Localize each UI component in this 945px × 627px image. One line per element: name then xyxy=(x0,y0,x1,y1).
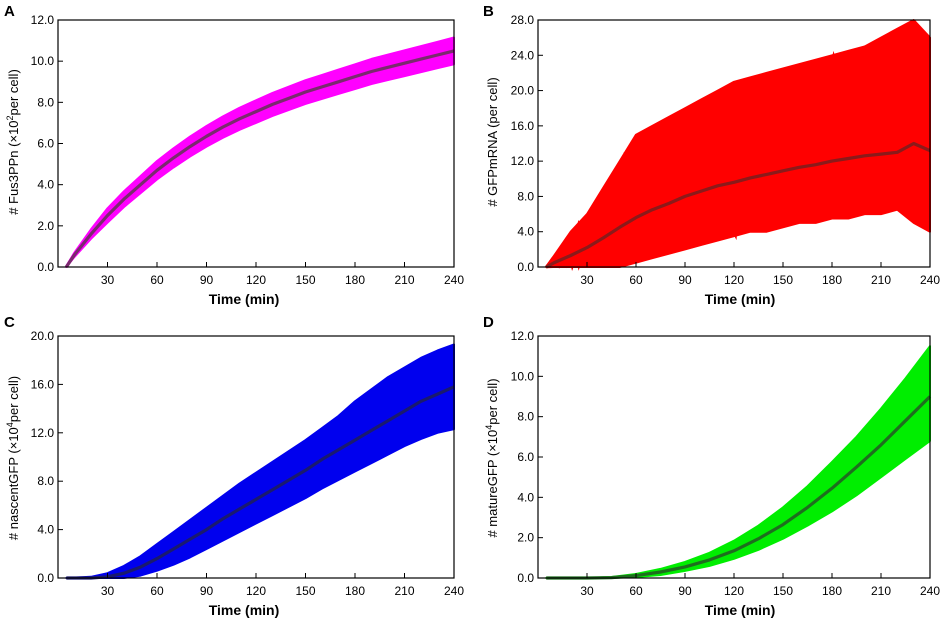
y-tick-label: 20.0 xyxy=(31,329,55,343)
y-tick-label: 24.0 xyxy=(511,48,535,62)
x-tick-label: 120 xyxy=(724,273,744,287)
y-tick-label: 16.0 xyxy=(31,377,55,391)
y-tick-label: 12.0 xyxy=(31,13,55,27)
panel-c: C 30 60 90 120 150 180 210 240 0.0 4.0 8.0 12.0 16.0… xyxy=(4,314,464,618)
panel-b-ylabel: # GFPmRNA (per cell) xyxy=(485,77,500,206)
panel-d-xlabel: Time (min) xyxy=(705,602,776,618)
panel-d: D 30 60 90 120 150 180 210 240 0.0 2.0 4.0 6.0 8.0 10… xyxy=(483,314,940,618)
x-tick-label: 180 xyxy=(345,584,365,598)
y-tick-label: 12.0 xyxy=(31,426,55,440)
x-tick-label: 150 xyxy=(295,584,315,598)
x-tick-label: 150 xyxy=(773,273,793,287)
y-tick-label: 4.0 xyxy=(517,490,534,504)
y-tick-label: 6.0 xyxy=(37,137,54,151)
x-tick-label: 210 xyxy=(871,584,891,598)
x-tick-label: 210 xyxy=(394,584,414,598)
y-tick-label: 8.0 xyxy=(517,410,534,424)
y-tick-label: 8.0 xyxy=(37,95,54,109)
panel-d-letter: D xyxy=(483,314,494,331)
x-tick-label: 120 xyxy=(246,584,266,598)
panel-a: A 30 60 90 120 150 180 210 240 0.0 2.0 4.0 6.0 8.0 10… xyxy=(4,3,464,307)
y-tick-label: 12.0 xyxy=(511,154,535,168)
y-tick-label: 2.0 xyxy=(517,531,534,545)
x-tick-label: 240 xyxy=(920,584,940,598)
x-tick-label: 240 xyxy=(444,273,464,287)
panel-a-band xyxy=(65,36,455,268)
panel-d-plot: 30 60 90 120 150 180 210 240 0.0 2.0 4.0 6.0 8.0 10.0… xyxy=(511,329,941,598)
panel-b-mean-line xyxy=(545,141,931,269)
x-tick-label: 240 xyxy=(444,584,464,598)
x-tick-label: 90 xyxy=(678,584,692,598)
panel-b-xlabel: Time (min) xyxy=(705,291,776,307)
x-tick-label: 30 xyxy=(580,273,594,287)
x-tick-label: 150 xyxy=(773,584,793,598)
x-tick-label: 180 xyxy=(822,584,842,598)
y-tick-label: 0.0 xyxy=(37,260,54,274)
panel-c-xlabel: Time (min) xyxy=(209,602,280,618)
panel-d-mean-line xyxy=(546,395,932,580)
x-tick-label: 150 xyxy=(295,273,315,287)
panel-b-trajectory xyxy=(546,35,927,269)
y-tick-label: 6.0 xyxy=(517,450,534,464)
panel-b: B 30 60 90 120 150 180 210 240 0.0 4.0 8.0 12.0 16.0… xyxy=(483,3,940,307)
panel-a-letter: A xyxy=(4,3,15,20)
panel-b-trajectory xyxy=(545,42,927,272)
panel-a-plot: 30 60 90 120 150 180 210 240 0.0 2.0 4.0 6.0 8.0 10.0… xyxy=(31,13,465,287)
x-tick-label: 30 xyxy=(580,584,594,598)
panel-c-band xyxy=(65,343,455,579)
x-tick-label: 180 xyxy=(345,273,365,287)
y-tick-label: 20.0 xyxy=(511,84,535,98)
x-tick-label: 60 xyxy=(629,584,643,598)
y-tick-label: 4.0 xyxy=(37,523,54,537)
y-tick-label: 4.0 xyxy=(517,225,534,239)
y-tick-label: 0.0 xyxy=(517,260,534,274)
y-tick-label: 8.0 xyxy=(37,474,54,488)
x-tick-label: 210 xyxy=(394,273,414,287)
panel-d-ylabel: # matureGFP (×104per cell) xyxy=(484,378,500,537)
panel-b-letter: B xyxy=(483,3,494,20)
panel-b-plot: 30 60 90 120 150 180 210 240 0.0 4.0 8.0 12.0 16.0 20… xyxy=(511,13,941,287)
y-tick-label: 12.0 xyxy=(511,329,535,343)
x-tick-label: 90 xyxy=(200,584,214,598)
panel-a-mean-line xyxy=(64,49,455,268)
panel-c-plot: 30 60 90 120 150 180 210 240 0.0 4.0 8.0 12.0 16.0 20… xyxy=(31,329,465,598)
y-tick-label: 0.0 xyxy=(37,571,54,585)
y-tick-label: 16.0 xyxy=(511,119,535,133)
y-tick-label: 8.0 xyxy=(517,189,534,203)
panel-a-ylabel: # Fus3PPn (×102per cell) xyxy=(5,69,21,215)
y-tick-label: 2.0 xyxy=(37,219,54,233)
x-tick-label: 30 xyxy=(101,584,115,598)
panel-c-letter: C xyxy=(4,314,15,331)
x-tick-label: 240 xyxy=(920,273,940,287)
y-tick-label: 4.0 xyxy=(37,178,54,192)
panel-a-xlabel: Time (min) xyxy=(209,291,280,307)
x-tick-label: 210 xyxy=(871,273,891,287)
x-tick-label: 120 xyxy=(246,273,266,287)
x-tick-label: 120 xyxy=(724,584,744,598)
x-tick-label: 60 xyxy=(629,273,643,287)
x-tick-label: 90 xyxy=(200,273,214,287)
x-tick-label: 60 xyxy=(150,273,164,287)
panel-d-band xyxy=(545,345,931,579)
y-tick-label: 0.0 xyxy=(517,571,534,585)
x-tick-label: 180 xyxy=(822,273,842,287)
panel-c-mean-line xyxy=(66,385,455,580)
y-tick-label: 10.0 xyxy=(31,54,55,68)
x-tick-label: 90 xyxy=(678,273,692,287)
y-tick-label: 28.0 xyxy=(511,13,535,27)
panel-b-trajectory xyxy=(545,34,927,268)
panel-c-ylabel: # nascentGFP (×104per cell) xyxy=(5,376,21,540)
x-tick-label: 30 xyxy=(101,273,115,287)
y-tick-label: 10.0 xyxy=(511,369,535,383)
x-tick-label: 60 xyxy=(150,584,164,598)
